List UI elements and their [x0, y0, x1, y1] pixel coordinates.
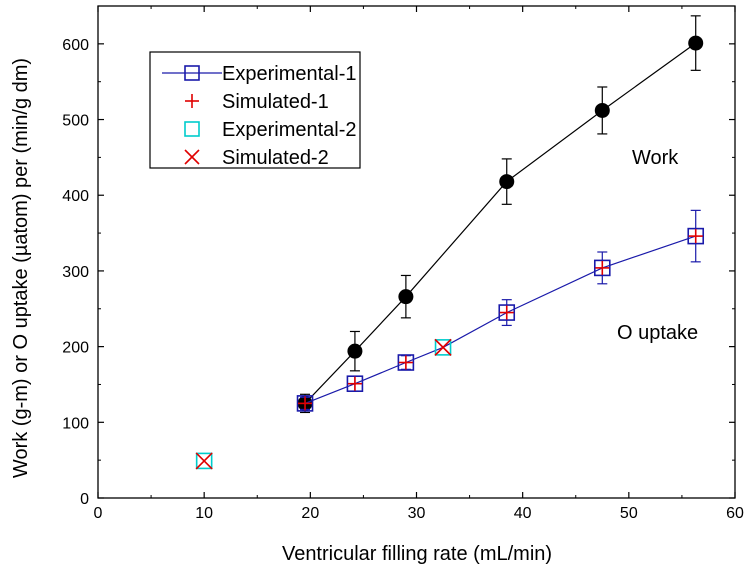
legend: Experimental-1 Simulated-1 Experimental-… — [149, 51, 361, 169]
y-tick-label: 0 — [80, 491, 89, 508]
x-axis-label: Ventricular filling rate (mL/min) — [282, 543, 552, 565]
data-point-experimental-1 — [687, 227, 705, 245]
y-tick-label: 200 — [62, 340, 89, 357]
legend-entry-experimental-1: Experimental-1 — [162, 63, 357, 85]
legend-marker-experimental-1 — [184, 65, 200, 81]
annotation-work: Work — [632, 147, 679, 169]
y-tick-label: 100 — [62, 415, 89, 432]
x-tick-label: 40 — [514, 505, 532, 522]
legend-label-simulated-2: Simulated-2 — [222, 147, 329, 169]
x-tick-label: 60 — [726, 505, 744, 522]
data-point-work — [347, 343, 363, 359]
data-point-simulated-2 — [195, 452, 213, 470]
legend-marker-simulated-2-b — [184, 149, 200, 165]
data-point-experimental-1 — [397, 354, 415, 371]
data-point-work — [594, 102, 610, 118]
series-line-work — [304, 42, 697, 404]
data-point-work — [398, 289, 414, 305]
axes — [97, 5, 736, 499]
x-tick-label: 20 — [301, 505, 319, 522]
legend-entry-experimental-2: Experimental-2 — [184, 119, 357, 141]
annotation-o-uptake: O uptake — [617, 322, 698, 344]
data-point-experimental-1 — [346, 375, 364, 393]
y-tick-label: 500 — [62, 113, 89, 130]
data-point-simulated-2 — [434, 338, 452, 356]
data-point-experimental-1 — [498, 304, 516, 321]
legend-entry-simulated-1: Simulated-1 — [185, 91, 329, 113]
plot-series — [195, 15, 705, 470]
legend-label-experimental-1: Experimental-1 — [222, 63, 357, 85]
data-point-experimental-2 — [434, 339, 452, 356]
y-axis-label: Work (g-m) or O uptake (µatom) per (min/… — [10, 58, 32, 478]
data-point-work — [499, 174, 515, 190]
legend-label-experimental-2: Experimental-2 — [222, 119, 357, 141]
y-tick-label: 600 — [62, 37, 89, 54]
y-tick-label: 300 — [62, 264, 89, 281]
data-point-experimental-1 — [296, 395, 314, 412]
x-tick-label: 30 — [408, 505, 426, 522]
legend-marker-experimental-2 — [184, 121, 200, 137]
legend-label-simulated-1: Simulated-1 — [222, 91, 329, 113]
legend-entry-simulated-2: Simulated-2 — [184, 147, 329, 169]
data-point-experimental-1 — [593, 259, 611, 277]
y-tick-label: 400 — [62, 188, 89, 205]
data-point-experimental-2 — [195, 452, 213, 470]
x-tick-label: 10 — [195, 505, 213, 522]
data-point-work — [688, 35, 704, 51]
x-tick-label: 0 — [94, 505, 103, 522]
x-tick-label: 50 — [620, 505, 638, 522]
